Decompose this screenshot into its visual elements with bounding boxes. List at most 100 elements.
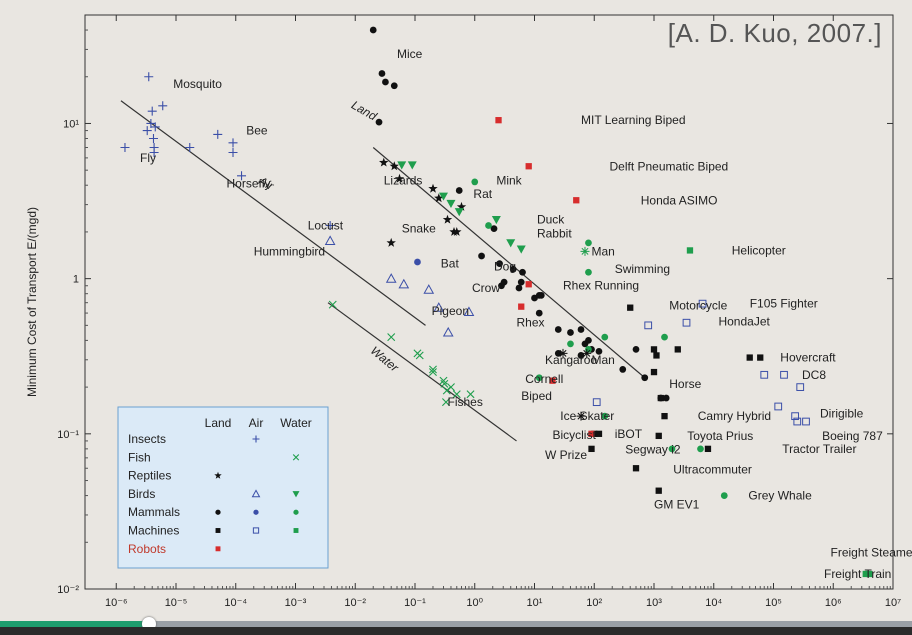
point-label: HondaJet (718, 314, 770, 328)
point-label: Rabbit (537, 227, 572, 241)
data-point-mammals (455, 187, 463, 194)
trend-line-label: Water (368, 343, 402, 375)
x-tick-label: 10⁻² (344, 597, 366, 609)
point-label: Mice (397, 47, 423, 61)
point-label: Freight Train (824, 567, 891, 581)
x-tick-label: 10⁻⁶ (105, 597, 128, 609)
data-point-birds (385, 273, 397, 283)
data-point-mammals (535, 374, 543, 382)
data-point-machines (682, 318, 691, 327)
data-point-mammals (390, 82, 398, 90)
point-label: Man (592, 353, 615, 367)
data-point-mammals (632, 346, 640, 353)
data-point-insects (237, 171, 247, 181)
data-point-birds (397, 161, 407, 170)
data-point-mammals (378, 70, 386, 77)
data-point-mammals (619, 366, 627, 373)
data-point-insects (150, 122, 160, 132)
point-label: iBOT (615, 427, 643, 441)
data-point-fish (387, 333, 396, 342)
x-tick-label: 10⁰ (466, 597, 483, 609)
legend-row-label: Fish (128, 450, 151, 464)
data-point-birds (491, 216, 501, 225)
data-point-mammals (558, 348, 568, 358)
data-point-machines (655, 487, 662, 494)
data-point-machines (650, 346, 658, 353)
data-point-reptiles (394, 173, 405, 183)
data-point-reptiles (456, 201, 467, 211)
data-point-machines (698, 299, 707, 308)
data-point-fish (440, 379, 449, 388)
x-tick-label: 10⁴ (705, 597, 722, 609)
point-label: W Prize (545, 448, 587, 462)
data-point-fish (441, 398, 450, 407)
data-point-insects (228, 147, 238, 157)
data-point-mammals (585, 239, 592, 247)
legend-row-label: Mammals (128, 505, 180, 519)
point-label: Swimming (615, 262, 670, 276)
data-point-reptiles (452, 227, 462, 236)
data-point-mammals (662, 394, 670, 402)
point-label: Kangaroo (545, 353, 597, 367)
data-point-machines (588, 445, 595, 453)
data-point-machines (774, 402, 783, 411)
data-point-robots (573, 197, 580, 204)
data-point-machines (862, 570, 869, 578)
y-tick-label: 1 (73, 274, 79, 286)
data-point-insects (147, 106, 157, 116)
point-label: Bee (246, 124, 268, 138)
data-point-machines (650, 368, 658, 376)
y-tick-label: 10⁻¹ (57, 429, 79, 441)
cost-of-transport-chart: 10⁻⁶ 10⁻⁵ 10⁻⁴ 10⁻³ 10⁻² 10⁻¹ 10⁰ 10¹ 10² 10³ 10⁴ 1… (25, 14, 912, 632)
point-label: Dirigible (820, 407, 864, 421)
point-label: Biped (521, 389, 552, 403)
point-label: Horse (669, 377, 701, 391)
point-label: Pigeon (432, 304, 469, 318)
data-point-mammals (375, 118, 383, 126)
data-point-mammals (535, 309, 543, 317)
data-point-birds (423, 284, 435, 294)
point-label: Grey Whale (748, 489, 812, 503)
point-label: Boeing 787 (822, 429, 883, 443)
data-point-mammals (576, 411, 586, 421)
data-point-birds (516, 245, 526, 254)
data-point-fish (439, 376, 448, 385)
point-label: Lizards (384, 173, 423, 187)
data-point-fish (466, 390, 475, 399)
x-tick-label: 10⁻⁴ (224, 597, 247, 609)
legend-marker (251, 489, 261, 498)
data-point-mammals (554, 326, 562, 333)
video-progress-fill (0, 621, 149, 627)
point-label: Toyota Prius (687, 429, 753, 443)
data-point-mammals (595, 347, 603, 355)
point-label: Ice Skater (560, 409, 614, 423)
data-point-reptiles (428, 183, 438, 193)
data-point-machines (780, 370, 788, 379)
data-point-mammals (577, 326, 585, 333)
data-point-robots (549, 377, 556, 384)
legend-marker (253, 509, 259, 515)
point-label: Fly (140, 151, 156, 165)
data-point-robots (525, 281, 532, 288)
legend-row-label: Insects (128, 432, 166, 446)
point-label: Dog (494, 259, 516, 273)
point-label: Mosquito (173, 77, 222, 91)
point-label: Crow (472, 281, 500, 295)
data-point-reptiles (434, 193, 444, 203)
point-label: Mink (496, 173, 522, 187)
data-point-mammals (515, 284, 523, 292)
point-label: Duck (537, 213, 565, 227)
trend-line-water (327, 302, 517, 442)
legend-row-label: Robots (128, 542, 166, 556)
data-point-insects (142, 126, 152, 136)
point-label: Rhex (517, 316, 545, 330)
data-point-robots (518, 303, 525, 310)
data-point-mammals (661, 333, 668, 341)
data-point-mammals (697, 445, 704, 453)
x-tick-label: 10⁻⁵ (165, 597, 188, 609)
data-point-fish (452, 390, 461, 399)
data-point-mammals (478, 252, 485, 260)
data-point-reptiles (379, 157, 389, 167)
legend-marker (293, 528, 299, 533)
